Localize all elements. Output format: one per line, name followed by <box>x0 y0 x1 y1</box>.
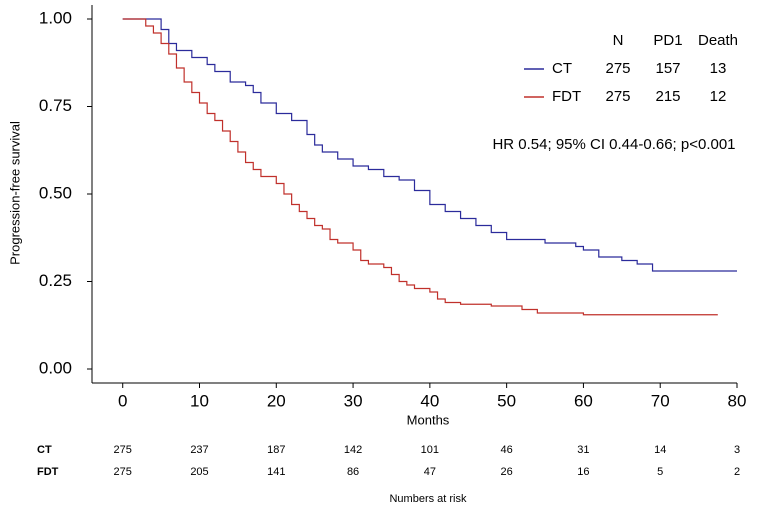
legend-value: 157 <box>655 60 680 77</box>
risk-value: 26 <box>501 466 513 478</box>
risk-value: 5 <box>657 466 663 478</box>
risk-value: 2 <box>734 466 740 478</box>
x-tick-label: 70 <box>651 391 670 410</box>
y-tick-label: 1.00 <box>39 8 72 27</box>
risk-value: 101 <box>421 444 439 456</box>
risk-row-label: FDT <box>37 466 59 478</box>
x-tick-label: 0 <box>118 391 127 410</box>
risk-value: 205 <box>190 466 208 478</box>
x-axis-label: Months <box>407 412 450 427</box>
x-tick-label: 20 <box>267 391 286 410</box>
legend-value: 215 <box>655 88 680 105</box>
risk-value: 275 <box>114 444 132 456</box>
risk-row-label: CT <box>37 444 52 456</box>
legend-column-header: PD1 <box>653 32 682 49</box>
survival-curve <box>122 18 737 272</box>
risk-value: 275 <box>114 466 132 478</box>
legend-label: FDT <box>552 88 581 105</box>
risk-value: 14 <box>654 444 666 456</box>
x-tick-label: 10 <box>190 391 209 410</box>
legend-column-header: Death <box>698 32 738 49</box>
risk-value: 142 <box>344 444 362 456</box>
risk-value: 141 <box>267 466 285 478</box>
x-tick-label: 40 <box>420 391 439 410</box>
x-tick-label: 50 <box>497 391 516 410</box>
legend-value: 12 <box>710 88 727 105</box>
legend-value: 275 <box>605 60 630 77</box>
survival-curve <box>122 18 718 316</box>
risk-value: 16 <box>577 466 589 478</box>
x-tick-label: 30 <box>344 391 363 410</box>
legend-value: 13 <box>710 60 727 77</box>
legend-column-header: N <box>613 32 624 49</box>
risk-value: 46 <box>501 444 513 456</box>
risk-value: 187 <box>267 444 285 456</box>
legend-label: CT <box>552 60 572 77</box>
x-tick-label: 80 <box>728 391 747 410</box>
legend-value: 275 <box>605 88 630 105</box>
risk-table-title: Numbers at risk <box>389 493 467 505</box>
y-tick-label: 0.75 <box>39 96 72 115</box>
risk-value: 3 <box>734 444 740 456</box>
y-tick-label: 0.25 <box>39 271 72 290</box>
y-tick-label: 0.00 <box>39 358 72 377</box>
y-tick-label: 0.50 <box>39 183 72 202</box>
x-tick-label: 60 <box>574 391 593 410</box>
risk-value: 31 <box>577 444 589 456</box>
risk-value: 237 <box>190 444 208 456</box>
annotation: HR 0.54; 95% CI 0.44-0.66; p<0.001 <box>492 136 735 153</box>
risk-value: 47 <box>424 466 436 478</box>
risk-value: 86 <box>347 466 359 478</box>
y-axis-label: Progression-free survival <box>7 121 22 265</box>
